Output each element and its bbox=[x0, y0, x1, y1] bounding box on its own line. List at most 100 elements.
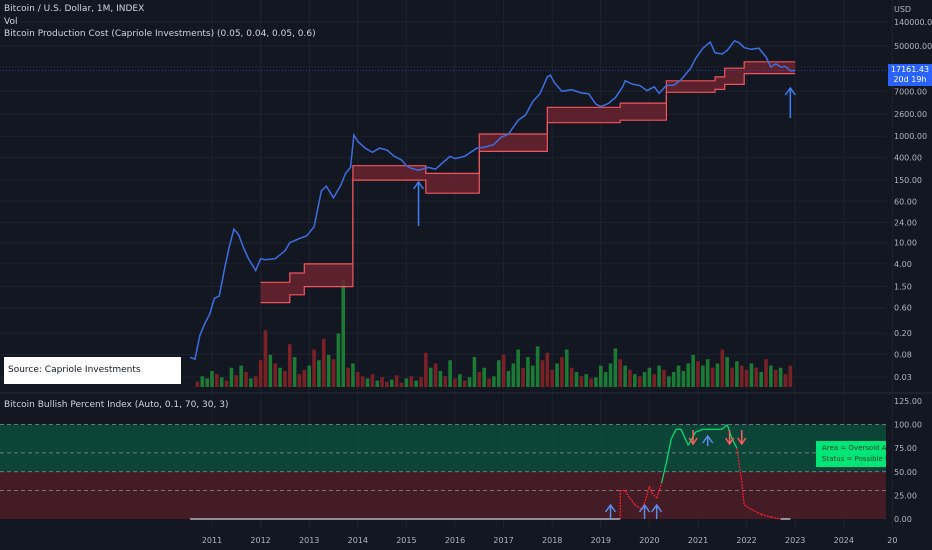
volume-bar bbox=[715, 363, 720, 387]
y-tick-label: 400.00 bbox=[894, 153, 922, 162]
volume-bar bbox=[375, 380, 380, 387]
volume-bar bbox=[380, 377, 384, 387]
bpi-segment bbox=[687, 431, 697, 446]
price-signal-arrow-head bbox=[412, 180, 425, 190]
volume-bar bbox=[210, 370, 214, 387]
x-tick-label: 2011 bbox=[202, 536, 222, 545]
volume-bar bbox=[268, 354, 273, 387]
bpi-sell-arrow-head bbox=[688, 437, 698, 446]
volume-bar bbox=[496, 360, 501, 387]
volume-bar bbox=[642, 372, 647, 387]
volume-bar bbox=[681, 370, 686, 387]
volume-bar bbox=[749, 363, 754, 387]
bpi-segment bbox=[629, 497, 636, 506]
y-tick-label: 0.08 bbox=[894, 350, 912, 359]
bpi-zones bbox=[0, 424, 886, 519]
x-tick-label: 2019 bbox=[591, 536, 611, 545]
status-callout: Area = Oversold A Status = Possible Do bbox=[816, 441, 886, 467]
volume-bar bbox=[705, 359, 710, 387]
volume-bar bbox=[530, 365, 535, 387]
y-tick-label: 50000.00 bbox=[894, 42, 932, 51]
volume-bar bbox=[637, 376, 642, 387]
bpi-sell-arrow-head bbox=[724, 437, 735, 446]
indicator-title: Bitcoin Production Cost (Capriole Invest… bbox=[4, 29, 316, 39]
bpi-segment bbox=[646, 485, 650, 496]
overbought-zone bbox=[0, 424, 886, 472]
volume-bar bbox=[419, 377, 423, 387]
volume-bar bbox=[385, 381, 389, 387]
y-tick-label: 7000.00 bbox=[894, 87, 927, 96]
x-tick-label: 2018 bbox=[542, 536, 562, 545]
volume-bar bbox=[341, 280, 346, 387]
volume-bar bbox=[623, 365, 627, 387]
volume-bar bbox=[633, 374, 637, 387]
volume-bar bbox=[312, 349, 316, 387]
volume-bar bbox=[331, 359, 336, 387]
callout-line-1: Area = Oversold A bbox=[822, 444, 886, 452]
volume-bar bbox=[569, 367, 574, 387]
volume-bar bbox=[769, 365, 773, 387]
y-tick-label: 24.00 bbox=[894, 218, 917, 227]
bpi-tick-label: 125.00 bbox=[894, 397, 922, 406]
bpi-segment bbox=[721, 424, 728, 430]
price-axis: 140000.0050000.0020000.007000.002600.001… bbox=[894, 18, 932, 382]
bpi-segment bbox=[660, 462, 667, 484]
volume-bar bbox=[739, 365, 744, 387]
bar-countdown: 20d 19h bbox=[893, 75, 927, 84]
volume-bar bbox=[691, 354, 695, 387]
bpi-segment bbox=[751, 509, 762, 515]
y-tick-label: 0.20 bbox=[894, 329, 912, 338]
bpi-buy-arrow bbox=[638, 503, 651, 519]
volume-bar bbox=[195, 381, 200, 387]
volume-bar bbox=[613, 348, 618, 387]
volume-bar bbox=[574, 372, 579, 387]
y-tick-label: 2600.00 bbox=[894, 110, 927, 119]
signal-arrows bbox=[412, 86, 796, 519]
volume-bar bbox=[579, 376, 584, 387]
volume-bar bbox=[336, 333, 341, 387]
volume-bar bbox=[462, 380, 467, 387]
bpi-segment bbox=[695, 428, 704, 433]
bpi-segment bbox=[770, 516, 781, 520]
volume-bar bbox=[414, 380, 418, 387]
volume-bar bbox=[778, 367, 783, 387]
x-tick-label: 2023 bbox=[785, 536, 805, 545]
x-tick-label: 2024 bbox=[834, 536, 854, 545]
volume-bar bbox=[428, 367, 433, 387]
volume-bar bbox=[458, 374, 462, 387]
volume-bar bbox=[399, 382, 404, 387]
volume-bar bbox=[253, 376, 258, 387]
x-tick-label: 2015 bbox=[396, 536, 416, 545]
x-tick-label: 2017 bbox=[493, 536, 513, 545]
volume-bar bbox=[511, 363, 516, 387]
bpi-sell-arrow-head bbox=[737, 437, 747, 446]
volume-bar bbox=[686, 363, 691, 387]
volume-bar bbox=[263, 330, 268, 387]
price-series bbox=[189, 39, 796, 361]
volume-label: Vol bbox=[4, 17, 18, 27]
volume-bar bbox=[453, 378, 457, 387]
bpi-sell-arrow bbox=[724, 430, 735, 446]
volume-bar bbox=[701, 365, 705, 387]
volume-bar bbox=[278, 367, 282, 387]
bpi-buy-arrow bbox=[702, 434, 714, 446]
bpi-buy-arrow-head bbox=[638, 503, 651, 513]
volume-bar bbox=[287, 344, 292, 387]
volume-bars bbox=[195, 280, 793, 387]
volume-bar bbox=[404, 378, 409, 387]
volume-bar bbox=[735, 361, 739, 387]
price-signal-arrow bbox=[412, 180, 425, 226]
volume-bar bbox=[608, 363, 613, 387]
oversold-zone bbox=[0, 471, 886, 519]
volume-bar bbox=[730, 367, 734, 387]
volume-bar bbox=[302, 369, 307, 387]
volume-bar bbox=[754, 367, 759, 387]
price-line bbox=[0, 39, 886, 361]
bpi-segment bbox=[761, 513, 772, 518]
currency-label: USD bbox=[894, 5, 911, 14]
x-tick-label: 20 bbox=[887, 536, 897, 545]
bpi-tick-label: 100.00 bbox=[894, 421, 922, 430]
volume-bar bbox=[229, 367, 234, 387]
symbol-title: Bitcoin / U.S. Dollar, 1M, INDEX bbox=[4, 4, 145, 14]
